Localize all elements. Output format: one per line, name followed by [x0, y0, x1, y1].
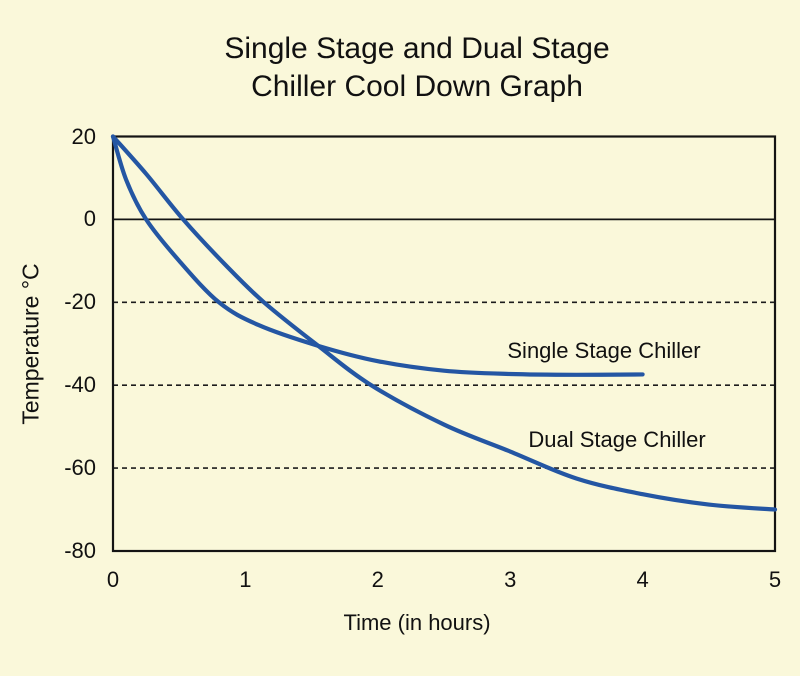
y-tick-label: -80 — [64, 538, 96, 563]
plot-border — [111, 135, 777, 553]
dual-stage-curve — [110, 134, 778, 512]
chart-title-line1: Single Stage and Dual Stage — [224, 32, 610, 65]
chart-title: Single Stage and Dual Stage Chiller Cool… — [224, 30, 609, 106]
x-tick-label: 3 — [504, 567, 517, 592]
x-tick-label: 5 — [768, 567, 782, 592]
y-tick-label: 0 — [83, 206, 96, 232]
single-stage-curve — [110, 134, 645, 377]
x-axis-title: Time (in hours) — [343, 610, 491, 635]
y-axis-title: Temperature °C — [17, 263, 44, 425]
series-label-dual-stage: Dual Stage Chiller — [528, 427, 706, 452]
x-tick-label: 1 — [239, 567, 252, 592]
y-tick-label: 20 — [71, 123, 96, 149]
y-tick-label: -40 — [64, 372, 96, 398]
x-tick-label: 0 — [106, 567, 120, 592]
series-label-single-stage: Single Stage Chiller — [507, 338, 701, 363]
x-tick-label: 4 — [636, 567, 649, 592]
x-tick-label: 2 — [371, 567, 384, 592]
y-tick-label: -60 — [64, 455, 96, 481]
y-tick-label: -20 — [64, 289, 96, 315]
chart-title-line2: Chiller Cool Down Graph — [251, 70, 583, 103]
